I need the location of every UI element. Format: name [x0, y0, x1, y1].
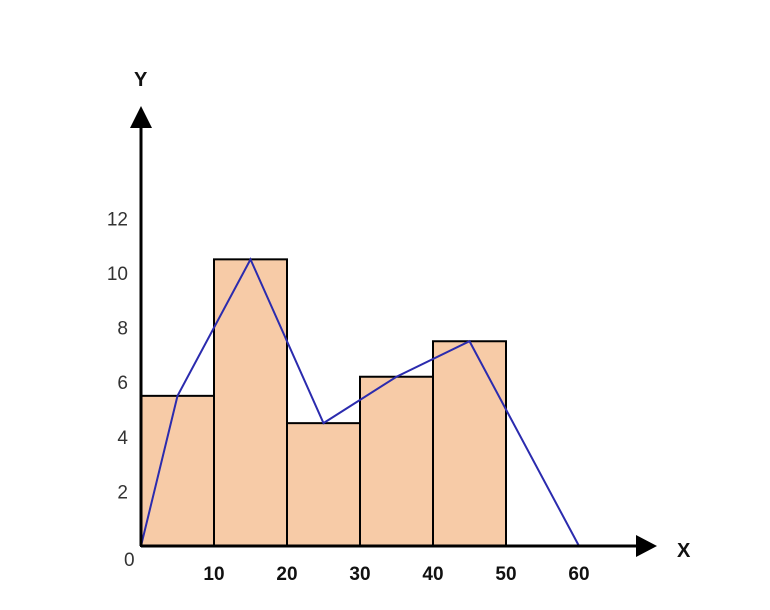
origin-label: 0: [124, 550, 135, 571]
x-tick-label: 30: [349, 564, 370, 585]
y-tick-label: 4: [117, 428, 128, 449]
x-tick-label: 20: [276, 564, 297, 585]
x-tick-label: 40: [422, 564, 443, 585]
frequency-polygon-line: [140, 257, 580, 547]
y-tick-label: 12: [107, 209, 128, 230]
y-tick-label: 10: [107, 264, 128, 285]
histogram-bar-4: [359, 375, 434, 547]
histogram-bar-2: [213, 258, 288, 547]
y-tick-label: 8: [117, 319, 128, 340]
y-tick-labels: 2 4 6 8 10 12: [107, 209, 129, 503]
y-tick-label: 2: [117, 482, 128, 503]
axes: [130, 106, 657, 557]
x-axis-label: X: [677, 540, 691, 562]
x-axis-arrow: [636, 535, 657, 557]
y-tick-label: 6: [117, 373, 128, 394]
histogram-bar-3: [286, 422, 361, 547]
x-tick-label: 10: [203, 564, 224, 585]
histogram-bar-5: [432, 340, 507, 547]
frequency-polygon: [140, 257, 580, 547]
y-axis-arrow: [130, 106, 152, 128]
x-tick-label: 50: [495, 564, 516, 585]
x-tick-label: 60: [568, 564, 589, 585]
x-tick-labels: 10 20 30 40 50 60: [203, 564, 589, 585]
histogram-bars: [140, 258, 507, 547]
histogram-bar-1: [140, 394, 215, 547]
y-axis-label: Y: [134, 69, 148, 91]
